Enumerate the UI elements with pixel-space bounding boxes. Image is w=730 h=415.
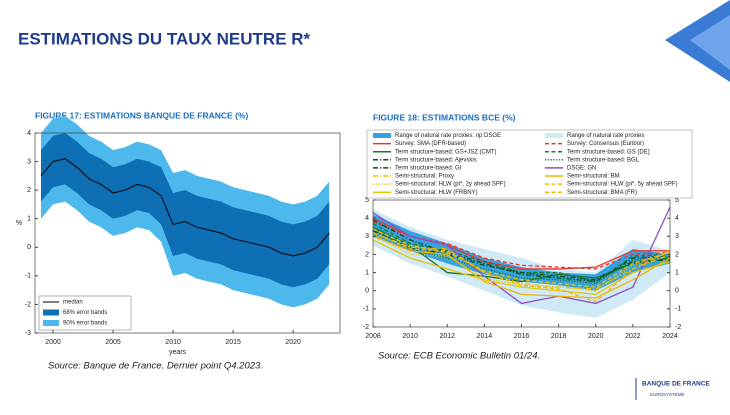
chart-title: FIGURE 18: ESTIMATIONS BCE (%) bbox=[373, 112, 516, 122]
y-tick-label: 1 bbox=[27, 216, 31, 223]
line bbox=[372, 206, 671, 305]
legend-label: Term structure-based: GS+JSZ (CMT) bbox=[395, 149, 497, 155]
x-tick-label: 2000 bbox=[45, 339, 61, 346]
y-axis-label: % bbox=[16, 220, 22, 227]
legend-label: Semi-structural: HLW (pi*, 2y ahead SPF) bbox=[395, 182, 506, 188]
x-tick-label: 2010 bbox=[165, 339, 181, 346]
legend-label: Semi-structural: Proxy bbox=[395, 174, 454, 180]
legend-label: DSGE: GN bbox=[567, 165, 596, 171]
legend-label: Term structure-based: BGL bbox=[567, 157, 640, 163]
x-tick-label: 2018 bbox=[551, 333, 567, 340]
y2-tick-label: 0 bbox=[675, 288, 679, 295]
x-tick-label: 2022 bbox=[625, 333, 641, 340]
legend-label: Term structure-based: GS (DE) bbox=[567, 149, 650, 155]
y-tick-label: 1 bbox=[365, 269, 369, 276]
line bbox=[40, 158, 330, 257]
x-tick-label: 2020 bbox=[588, 333, 604, 340]
chart-title: FIGURE 17: ESTIMATIONS BANQUE DE FRANCE … bbox=[35, 110, 248, 120]
x-tick-label: 2008 bbox=[365, 333, 381, 340]
legend-swatch bbox=[545, 133, 563, 138]
x-tick-label: 2016 bbox=[514, 333, 530, 340]
plot-frame bbox=[34, 132, 341, 334]
y2-tick-label: 5 bbox=[675, 197, 679, 204]
source: Source: Banque de France. Dernier point … bbox=[48, 361, 263, 372]
y-tick-label: 2 bbox=[365, 251, 369, 258]
band bbox=[41, 133, 330, 288]
y-tick-label: 4 bbox=[27, 130, 31, 137]
line bbox=[372, 228, 671, 288]
y-tick-label: 0 bbox=[27, 244, 31, 251]
y2-tick-label: 3 bbox=[675, 233, 679, 240]
y-tick-label: 2 bbox=[27, 187, 31, 194]
y2-tick-label: -2 bbox=[675, 324, 681, 331]
legend-label: Semi-structural: BM bbox=[567, 174, 620, 180]
legend-label: Semi-structural: BMA (FR) bbox=[567, 190, 637, 196]
legend-label: Term structure-based: GI bbox=[395, 165, 462, 171]
y2-tick-label: -1 bbox=[675, 306, 681, 313]
legend-label: Range of natural rate proxies: np DSGE bbox=[395, 133, 501, 139]
legend-label: 90% error bands bbox=[63, 321, 107, 327]
y-tick-label: -3 bbox=[25, 330, 31, 337]
line bbox=[372, 235, 671, 299]
x-tick-label: 2012 bbox=[439, 333, 455, 340]
slide-title: ESTIMATIONS DU TAUX NEUTRE R* bbox=[18, 29, 311, 48]
y-tick-label: -2 bbox=[25, 301, 31, 308]
y-tick-label: -1 bbox=[363, 306, 369, 313]
source: Source: ECB Economic Bulletin 01/24. bbox=[378, 351, 540, 362]
y-tick-label: 5 bbox=[365, 197, 369, 204]
x-tick-label: 2020 bbox=[285, 339, 301, 346]
legend-label: 68% error bands bbox=[63, 310, 107, 316]
y2-tick-label: 2 bbox=[675, 251, 679, 258]
logo: BANQUE DE FRANCE bbox=[642, 381, 711, 388]
legend-label: Semi-structural: HLW (FRBNY) bbox=[395, 190, 478, 196]
x-tick-label: 2024 bbox=[662, 333, 678, 340]
x-tick-label: 2014 bbox=[477, 333, 493, 340]
legend-label: Survey: Consensus (Euribor) bbox=[567, 141, 644, 147]
legend-swatch bbox=[373, 133, 391, 138]
line bbox=[372, 232, 671, 303]
y-tick-label: -1 bbox=[25, 273, 31, 280]
y-tick-label: 3 bbox=[27, 158, 31, 165]
legend-label: Range of natural rate proxies bbox=[567, 133, 644, 139]
decor bbox=[690, 15, 730, 70]
y-tick-label: 4 bbox=[365, 215, 369, 222]
line bbox=[372, 233, 671, 292]
line bbox=[372, 219, 671, 283]
legend-label: Term structure-based: Ajevskis bbox=[395, 157, 477, 163]
x-tick-label: 2005 bbox=[105, 339, 121, 346]
y-tick-label: -2 bbox=[363, 324, 369, 331]
legend-swatch bbox=[43, 320, 59, 326]
y-tick-label: 3 bbox=[365, 233, 369, 240]
x-tick-label: 2015 bbox=[225, 339, 241, 346]
legend-swatch bbox=[43, 309, 59, 316]
x-tick-label: 2010 bbox=[402, 333, 418, 340]
legend-label: Semi-structural: HLW (pi*, 5y ahead SPF) bbox=[567, 182, 678, 188]
legend-box bbox=[366, 129, 693, 199]
logo-sub: EUROSYSTÈME bbox=[650, 391, 685, 397]
legend-label: Survey: SMA (DFR-based) bbox=[395, 141, 466, 147]
y2-tick-label: 1 bbox=[675, 269, 679, 276]
legend-label: median bbox=[63, 300, 83, 306]
line bbox=[372, 228, 671, 285]
y-tick-label: 0 bbox=[365, 288, 369, 295]
y2-tick-label: 4 bbox=[675, 215, 679, 222]
x-axis-label: years bbox=[169, 349, 187, 356]
